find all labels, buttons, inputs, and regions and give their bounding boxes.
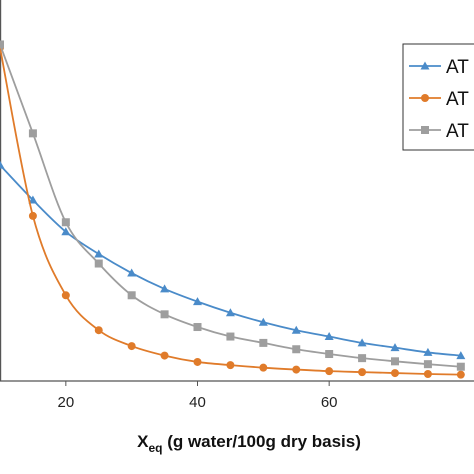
data-point bbox=[391, 369, 399, 378]
data-point bbox=[28, 195, 38, 204]
data-point bbox=[456, 362, 465, 371]
data-point bbox=[292, 345, 301, 354]
x-ticks: 20 40 60 bbox=[57, 381, 338, 411]
legend-label: AT bbox=[446, 57, 469, 78]
data-point bbox=[28, 211, 37, 220]
legend-items: AT AT AT bbox=[409, 57, 469, 142]
data-point bbox=[94, 249, 104, 258]
data-point bbox=[127, 342, 136, 351]
legend-marker bbox=[421, 94, 429, 102]
series-circle bbox=[0, 43, 465, 379]
data-point bbox=[160, 284, 170, 293]
data-point bbox=[291, 325, 301, 334]
data-point bbox=[391, 357, 399, 366]
x-axis-title: Xeq (g water/100g dry basis) bbox=[137, 432, 361, 455]
data-point bbox=[127, 268, 137, 277]
x-axis-title-rest: (g water/100g dry basis) bbox=[162, 432, 360, 451]
data-point bbox=[225, 308, 235, 317]
data-point bbox=[324, 332, 334, 341]
data-point bbox=[61, 291, 70, 300]
data-point bbox=[94, 326, 103, 335]
data-point bbox=[61, 227, 71, 236]
series-layer bbox=[0, 40, 466, 379]
data-point bbox=[456, 351, 466, 360]
data-point bbox=[358, 368, 367, 377]
data-point bbox=[357, 338, 367, 347]
data-point bbox=[259, 363, 268, 372]
data-point bbox=[390, 343, 400, 352]
data-point bbox=[193, 297, 202, 306]
data-point bbox=[423, 347, 433, 356]
data-point bbox=[258, 317, 268, 326]
data-point bbox=[358, 354, 367, 363]
data-point bbox=[193, 357, 202, 366]
legend-label: AT bbox=[446, 89, 469, 110]
data-point bbox=[193, 323, 202, 332]
x-axis-title-subscript: eq bbox=[148, 441, 162, 455]
x-tick-label: 20 bbox=[57, 394, 74, 411]
x-tick-label: 60 bbox=[321, 394, 338, 411]
data-point bbox=[325, 367, 334, 376]
legend-marker bbox=[421, 126, 429, 134]
data-point bbox=[61, 218, 70, 227]
data-point bbox=[94, 259, 103, 268]
data-point bbox=[226, 361, 235, 370]
data-point bbox=[160, 310, 169, 319]
legend: AT AT AT bbox=[402, 43, 474, 151]
series-triangle bbox=[0, 160, 466, 360]
data-point bbox=[423, 370, 432, 379]
data-point bbox=[0, 40, 4, 49]
series-square bbox=[0, 40, 465, 371]
data-point bbox=[259, 338, 268, 347]
x-axis-title-main: X bbox=[137, 432, 149, 451]
series-line bbox=[0, 164, 461, 357]
legend-box bbox=[402, 43, 474, 151]
data-point bbox=[160, 351, 169, 360]
data-point bbox=[423, 360, 432, 369]
data-point bbox=[127, 291, 136, 300]
legend-label: AT bbox=[446, 121, 469, 142]
legend-marker bbox=[420, 61, 430, 70]
series-line bbox=[0, 44, 461, 368]
series-line bbox=[0, 47, 461, 376]
x-tick-label: 40 bbox=[189, 394, 206, 411]
data-point bbox=[226, 332, 235, 341]
data-point bbox=[325, 350, 334, 359]
data-point bbox=[28, 129, 37, 138]
data-point bbox=[292, 365, 301, 374]
data-point bbox=[456, 370, 465, 379]
data-point bbox=[0, 160, 5, 169]
